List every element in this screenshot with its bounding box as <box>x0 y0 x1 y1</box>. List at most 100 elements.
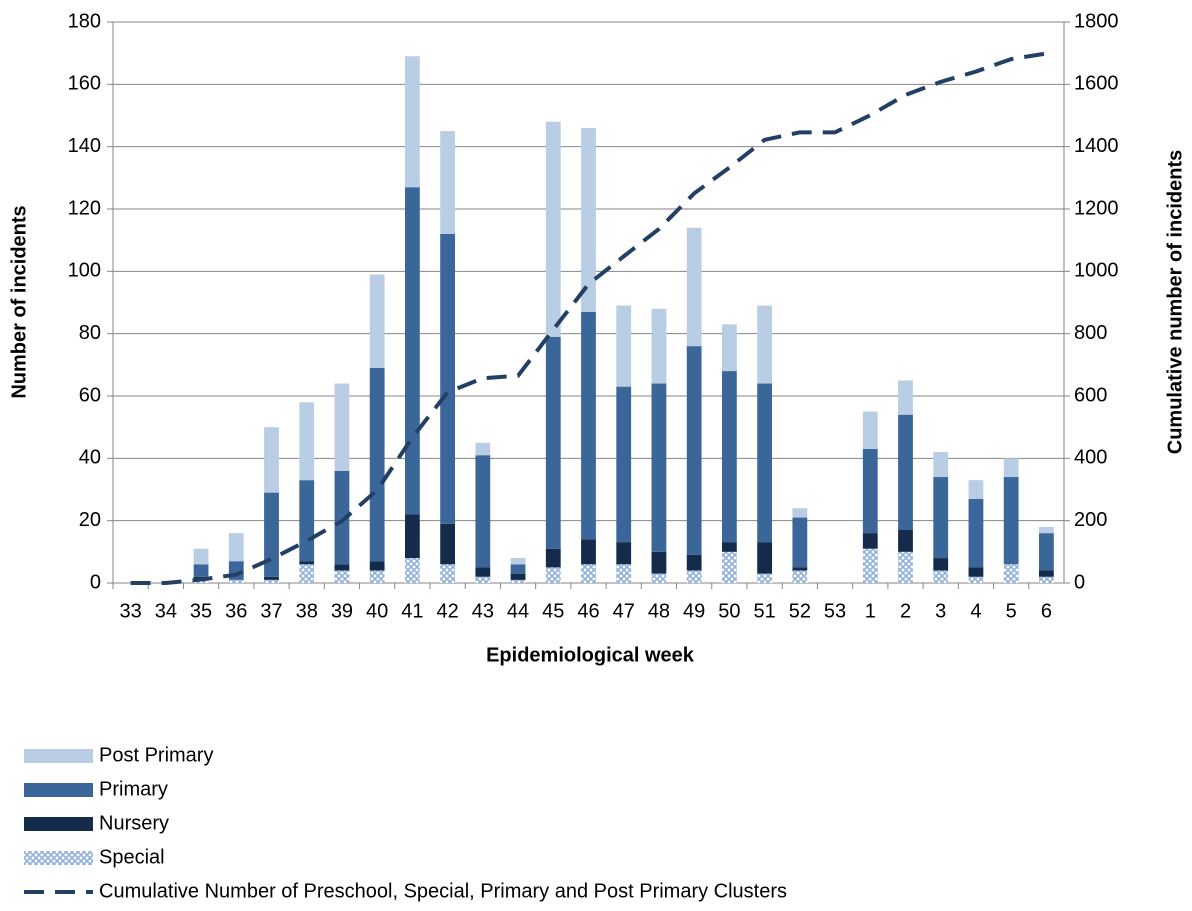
x-tick-label: 37 <box>260 600 282 622</box>
bar-segment <box>581 311 596 540</box>
bar-segment <box>510 579 526 583</box>
x-tick-label: 39 <box>331 600 353 622</box>
bar-segment <box>792 517 808 568</box>
bar-segment <box>264 427 279 493</box>
bar-segment <box>686 554 702 571</box>
x-axis-title: Epidemiological week <box>486 644 695 666</box>
y2-tick-label: 200 <box>1074 509 1107 531</box>
bar-segment <box>721 542 737 552</box>
y-tick-label: 160 <box>68 73 101 95</box>
x-tick-label: 44 <box>507 600 529 622</box>
bar-segment <box>440 564 456 583</box>
y2-tick-label: 600 <box>1074 384 1107 406</box>
bar-segment <box>334 383 350 471</box>
y-tick-label: 80 <box>79 322 101 344</box>
bar-segment <box>404 514 420 559</box>
bar-segment <box>862 448 878 534</box>
bar-segment <box>862 548 878 583</box>
bar-segment <box>898 551 913 583</box>
bar-segment <box>721 371 737 543</box>
bar-segment <box>792 570 808 583</box>
bar-segment <box>1038 526 1054 534</box>
x-tick-label: 3 <box>935 600 946 622</box>
legend-key <box>24 851 93 865</box>
y-tick-label: 140 <box>68 135 101 157</box>
bar-segment <box>686 346 702 555</box>
bar-segment <box>581 564 596 583</box>
bar-segment <box>792 567 808 571</box>
legend-label: Special <box>99 846 165 868</box>
x-tick-label: 34 <box>155 600 177 622</box>
bar-segment <box>757 542 773 574</box>
y2-tick-label: 0 <box>1074 571 1085 593</box>
bar-segment <box>616 305 632 387</box>
y2-tick-label: 1800 <box>1074 10 1119 32</box>
bar-segment <box>792 508 808 518</box>
bar-segment <box>404 558 420 583</box>
bar-segment <box>933 477 949 559</box>
bar-segment <box>862 411 878 449</box>
bar-segment <box>299 480 315 562</box>
legend-key <box>24 783 93 797</box>
bar-segment <box>334 564 350 571</box>
bar-segment <box>686 227 702 347</box>
bar-segment <box>933 452 949 478</box>
legend-label: Primary <box>99 778 168 800</box>
y2-tick-label: 1400 <box>1074 135 1119 157</box>
bar-segment <box>475 567 491 577</box>
x-tick-label: 50 <box>718 600 740 622</box>
bar-segment <box>968 567 984 577</box>
bar-segment <box>968 498 984 568</box>
x-tick-label: 42 <box>436 600 458 622</box>
bar-segment <box>651 573 667 583</box>
bar-segment <box>545 336 561 549</box>
x-tick-label: 33 <box>119 600 141 622</box>
x-tick-label: 48 <box>648 600 670 622</box>
legend-key <box>24 817 93 831</box>
y-axis-title: Number of incidents <box>8 205 30 398</box>
bar-segment <box>898 530 913 552</box>
y-tick-label: 20 <box>79 509 101 531</box>
x-tick-label: 47 <box>613 600 635 622</box>
bar-segment <box>1038 576 1054 583</box>
x-tick-label: 36 <box>225 600 247 622</box>
bar-segment <box>369 274 385 368</box>
y-tick-label: 40 <box>79 447 101 469</box>
bar-segment <box>651 551 667 574</box>
bar-segment <box>299 402 315 481</box>
y-tick-label: 120 <box>68 197 101 219</box>
legend-key <box>24 749 93 763</box>
bar-segment <box>334 470 350 565</box>
bar-segment <box>475 576 491 583</box>
bar-segment <box>757 305 773 384</box>
bar-segment <box>299 561 315 565</box>
bar-segment <box>686 570 702 583</box>
bar-segment <box>475 442 491 456</box>
bar-segment <box>721 551 737 583</box>
bar-segment <box>228 533 244 562</box>
bar-segment <box>440 523 456 565</box>
x-tick-label: 51 <box>753 600 775 622</box>
bar-segment <box>193 564 209 577</box>
legend-label: Nursery <box>99 812 169 834</box>
bar-segment <box>228 579 244 583</box>
x-tick-label: 6 <box>1041 600 1052 622</box>
bar-segment <box>616 386 632 543</box>
bar-segment <box>510 558 526 565</box>
bar-segment <box>581 539 596 565</box>
x-tick-label: 41 <box>401 600 423 622</box>
x-tick-label: 45 <box>542 600 564 622</box>
bar-segment <box>264 579 279 583</box>
bar-segment <box>1038 570 1054 577</box>
x-tick-label: 2 <box>900 600 911 622</box>
bar-segment <box>404 56 420 188</box>
bar-segment <box>369 570 385 583</box>
bar-segment <box>440 233 456 524</box>
y2-tick-label: 800 <box>1074 322 1107 344</box>
x-tick-label: 35 <box>190 600 212 622</box>
bar-segment <box>898 380 913 415</box>
x-tick-label: 49 <box>683 600 705 622</box>
y2-tick-label: 400 <box>1074 447 1107 469</box>
y-tick-label: 0 <box>90 571 101 593</box>
x-tick-label: 38 <box>296 600 318 622</box>
